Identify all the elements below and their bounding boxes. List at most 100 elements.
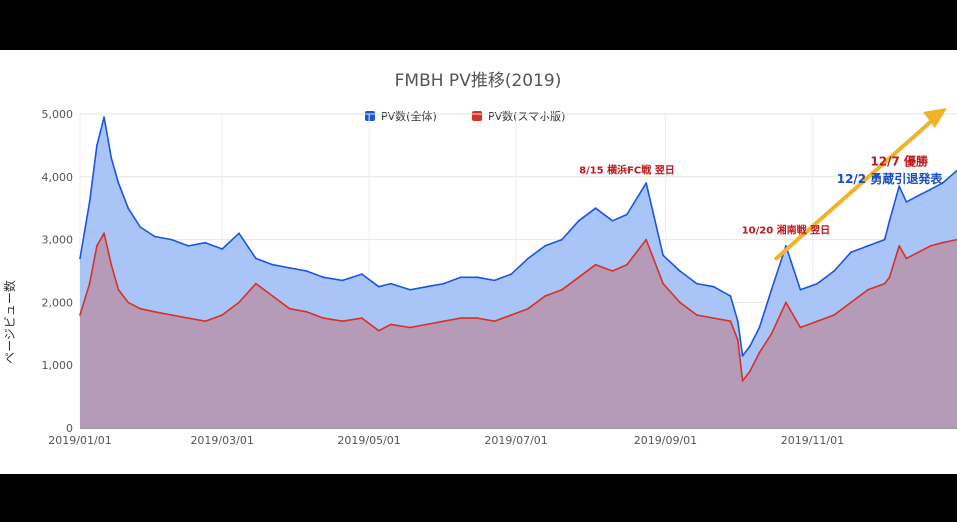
- annotation-label: 8/15 横浜FC戦 翌日: [579, 164, 675, 177]
- point-total: [110, 157, 113, 159]
- point-total: [117, 182, 120, 185]
- point-total: [833, 270, 835, 272]
- y-tick-label: 1,000: [42, 359, 74, 372]
- point-total: [88, 201, 91, 203]
- point-mobile: [476, 317, 479, 319]
- point-mobile: [645, 238, 648, 241]
- point-mobile: [833, 314, 835, 316]
- point-mobile: [322, 317, 325, 319]
- point-mobile: [850, 301, 852, 304]
- point-total: [426, 285, 428, 288]
- point-mobile: [867, 288, 869, 291]
- annotation-label: 12/2 勇蔵引退発表: [837, 171, 944, 186]
- x-tick-label: 2019/09/01: [634, 434, 697, 447]
- point-mobile: [816, 320, 819, 323]
- point-total: [527, 257, 529, 260]
- point-mobile: [271, 295, 274, 297]
- point-mobile: [153, 310, 156, 313]
- point-total: [544, 245, 546, 247]
- point-total: [255, 257, 257, 260]
- point-mobile: [712, 317, 715, 319]
- point-total: [170, 238, 173, 241]
- point-mobile: [238, 301, 240, 304]
- point-mobile: [139, 307, 142, 310]
- annotation-label: 12/7 優勝: [870, 153, 929, 168]
- point-total: [476, 276, 479, 279]
- point-mobile: [510, 314, 513, 316]
- point-mobile: [741, 380, 744, 382]
- x-tick-label: 2019/01/01: [48, 434, 111, 447]
- point-total: [888, 219, 891, 222]
- point-total: [941, 182, 944, 185]
- point-mobile: [288, 307, 291, 310]
- point-mobile: [905, 257, 908, 260]
- point-mobile: [221, 314, 224, 316]
- chart: FMBH PV推移(2019) PV数(全体) PV数(スマホ版) ページビュー…: [2, 71, 957, 447]
- legend-label-total: PV数(全体): [381, 109, 437, 123]
- legend-swatch-total: [365, 111, 375, 121]
- point-mobile: [255, 282, 257, 285]
- point-total: [748, 345, 751, 348]
- point-total: [758, 326, 761, 329]
- point-mobile: [305, 310, 308, 313]
- point-mobile: [409, 326, 411, 329]
- point-mobile: [79, 314, 81, 316]
- point-total: [785, 245, 787, 247]
- y-tick-label: 0: [66, 422, 73, 435]
- line-mobile: [79, 232, 957, 382]
- point-total: [322, 276, 325, 279]
- x-tick-label: 2019/11/01: [781, 434, 844, 447]
- y-axis-label: ページビュー数: [2, 280, 17, 364]
- point-total: [929, 188, 932, 191]
- point-total: [103, 116, 105, 118]
- point-mobile: [544, 295, 546, 297]
- point-mobile: [929, 245, 932, 247]
- point-mobile: [626, 263, 628, 266]
- point-total: [459, 276, 462, 279]
- point-total: [850, 251, 852, 254]
- point-total: [712, 285, 715, 288]
- legend-swatch-mobile: [472, 111, 482, 121]
- point-mobile: [594, 263, 597, 266]
- point-total: [695, 282, 698, 285]
- point-mobile: [110, 263, 113, 266]
- legend-label-mobile: PV数(スマホ版): [488, 109, 565, 123]
- point-total: [905, 201, 908, 203]
- point-total: [662, 254, 664, 257]
- point-total: [139, 226, 142, 228]
- point-mobile: [127, 301, 130, 304]
- point-total: [867, 245, 869, 247]
- point-mobile: [758, 351, 761, 354]
- point-mobile: [941, 241, 944, 244]
- point-mobile: [577, 276, 580, 279]
- point-total: [917, 194, 920, 197]
- point-total: [96, 144, 98, 147]
- point-total: [341, 279, 344, 282]
- x-tick-label: 2019/05/01: [337, 434, 400, 447]
- point-mobile: [426, 323, 428, 326]
- point-mobile: [898, 245, 901, 247]
- point-total: [561, 238, 563, 241]
- point-total: [770, 288, 773, 291]
- point-mobile: [736, 339, 739, 341]
- annotations: 8/15 横浜FC戦 翌日 10/20 湘南戦 翌日 12/2 勇蔵引退発表 12/7…: [579, 108, 947, 261]
- point-mobile: [611, 270, 614, 272]
- point-total: [645, 182, 648, 185]
- point-mobile: [442, 320, 445, 323]
- point-mobile: [799, 326, 802, 329]
- point-mobile: [377, 329, 380, 332]
- point-mobile: [888, 276, 891, 279]
- y-tick-label: 2,000: [42, 296, 74, 309]
- point-total: [79, 257, 81, 260]
- point-total: [305, 270, 308, 272]
- point-mobile: [361, 317, 363, 319]
- point-mobile: [729, 320, 732, 323]
- point-mobile: [785, 301, 787, 304]
- legend: PV数(全体) PV数(スマホ版): [365, 109, 565, 123]
- point-total: [153, 235, 156, 238]
- point-mobile: [88, 282, 91, 285]
- chart-title: FMBH PV推移(2019): [395, 71, 562, 91]
- point-total: [883, 238, 886, 241]
- y-tick-label: 3,000: [42, 234, 74, 247]
- point-total: [729, 295, 732, 297]
